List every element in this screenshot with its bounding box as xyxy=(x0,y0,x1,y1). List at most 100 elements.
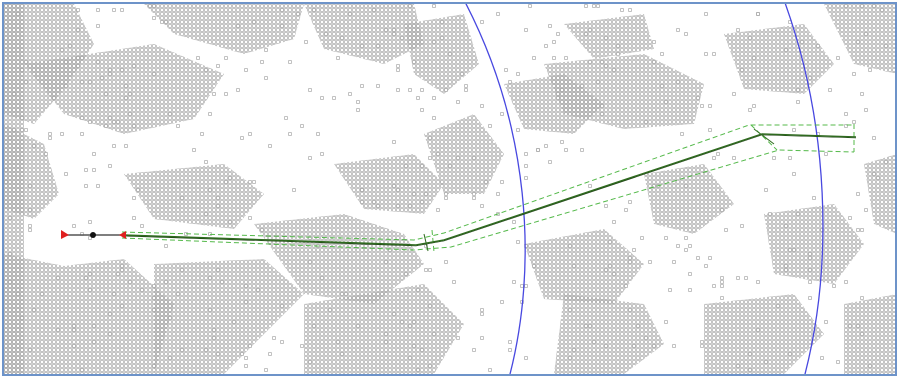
obstacle-cell xyxy=(212,92,216,96)
obstacle-cell xyxy=(704,52,708,56)
obstacle-cell xyxy=(264,48,268,52)
corridor-segment-divider-2 xyxy=(750,124,778,151)
obstacle-cell xyxy=(424,268,428,272)
corridor-segment-divider-1 xyxy=(431,229,435,253)
obstacle-cell xyxy=(320,276,324,280)
obstacle-cell xyxy=(764,360,768,364)
obstacle-cell xyxy=(848,324,852,328)
obstacle-cell xyxy=(472,348,476,352)
obstacle-cell xyxy=(400,320,404,324)
obstacle-cell xyxy=(408,204,412,208)
obstacle-cell xyxy=(72,324,76,328)
obstacle-region xyxy=(554,294,664,374)
obstacle-cell xyxy=(224,92,228,96)
obstacle-cell xyxy=(20,116,24,120)
obstacle-cell xyxy=(412,60,416,64)
obstacle-cell xyxy=(12,128,16,132)
obstacle-cell xyxy=(412,344,416,348)
obstacle-cell xyxy=(688,272,692,276)
path-line xyxy=(121,133,857,246)
obstacle-cell xyxy=(56,328,60,332)
obstacle-cell xyxy=(808,280,812,284)
obstacle-cell xyxy=(464,88,468,92)
obstacle-cell xyxy=(120,304,124,308)
obstacle-cells-layer xyxy=(4,4,895,374)
obstacle-cell xyxy=(168,316,172,320)
obstacle-cell xyxy=(436,152,440,156)
obstacle-region xyxy=(764,204,864,284)
obstacle-cell xyxy=(648,260,652,264)
obstacle-cell xyxy=(308,360,312,364)
obstacle-cell xyxy=(44,152,48,156)
obstacle-cell xyxy=(96,24,100,28)
obstacle-cell xyxy=(860,296,864,300)
obstacle-cell xyxy=(632,344,636,348)
obstacle-cell xyxy=(328,308,332,312)
obstacle-cell xyxy=(72,328,76,332)
obstacle-cell xyxy=(796,100,800,104)
boundary-arc-left xyxy=(465,4,526,374)
heading-marker[interactable] xyxy=(119,231,126,239)
obstacle-cell xyxy=(724,228,728,232)
obstacle-cell xyxy=(768,212,772,216)
obstacle-cell xyxy=(152,364,156,368)
obstacle-cell xyxy=(112,120,116,124)
obstacle-cell xyxy=(516,240,520,244)
obstacle-cell xyxy=(816,44,820,48)
obstacle-cell xyxy=(608,264,612,268)
obstacle-cell xyxy=(76,64,80,68)
obstacle-cell xyxy=(288,60,292,64)
waypoint-marker[interactable] xyxy=(90,232,96,238)
obstacle-cell xyxy=(348,92,352,96)
obstacle-cell xyxy=(224,56,228,60)
obstacle-cell xyxy=(300,344,304,348)
obstacle-cell xyxy=(404,272,408,276)
obstacle-cell xyxy=(76,28,80,32)
obstacle-cell xyxy=(208,308,212,312)
obstacle-cell xyxy=(340,36,344,40)
obstacle-cell xyxy=(124,144,128,148)
obstacle-cell xyxy=(104,92,108,96)
obstacle-cell xyxy=(48,136,52,140)
obstacle-cell xyxy=(216,352,220,356)
path-corridor xyxy=(121,124,855,253)
obstacle-cell xyxy=(16,292,20,296)
obstacle-cell xyxy=(444,192,448,196)
obstacle-region xyxy=(424,114,504,194)
obstacle-cell xyxy=(604,36,608,40)
obstacle-cell xyxy=(164,20,168,24)
obstacle-cell xyxy=(704,264,708,268)
obstacle-cell xyxy=(596,4,600,8)
obstacle-region xyxy=(334,154,444,214)
obstacle-cell xyxy=(248,180,252,184)
obstacle-cell xyxy=(116,272,120,276)
obstacle-cell xyxy=(312,8,316,12)
obstacle-cell xyxy=(4,180,8,184)
obstacle-cell xyxy=(844,124,848,128)
occupancy-map-svg xyxy=(4,4,895,374)
obstacle-region xyxy=(864,154,895,234)
obstacle-cell xyxy=(568,244,572,248)
obstacle-cell xyxy=(140,224,144,228)
obstacle-cell xyxy=(464,84,468,88)
obstacle-cell xyxy=(736,276,740,280)
path-line-center xyxy=(121,134,857,247)
obstacle-cell xyxy=(244,284,248,288)
obstacle-cell xyxy=(88,220,92,224)
obstacle-cell xyxy=(568,356,572,360)
obstacle-cell xyxy=(372,8,376,12)
obstacle-cell xyxy=(456,156,460,160)
obstacle-cell xyxy=(652,60,656,64)
obstacle-cell xyxy=(844,4,848,8)
obstacle-cell xyxy=(28,208,32,212)
boundary-arc-right xyxy=(784,4,824,374)
obstacle-cell xyxy=(448,164,452,168)
obstacle-cell xyxy=(256,288,260,292)
start-marker[interactable] xyxy=(61,230,69,239)
obstacle-cell xyxy=(568,308,572,312)
obstacle-region xyxy=(844,294,895,374)
obstacle-cell xyxy=(788,156,792,160)
obstacle-cell xyxy=(668,288,672,292)
obstacle-cell xyxy=(104,124,108,128)
